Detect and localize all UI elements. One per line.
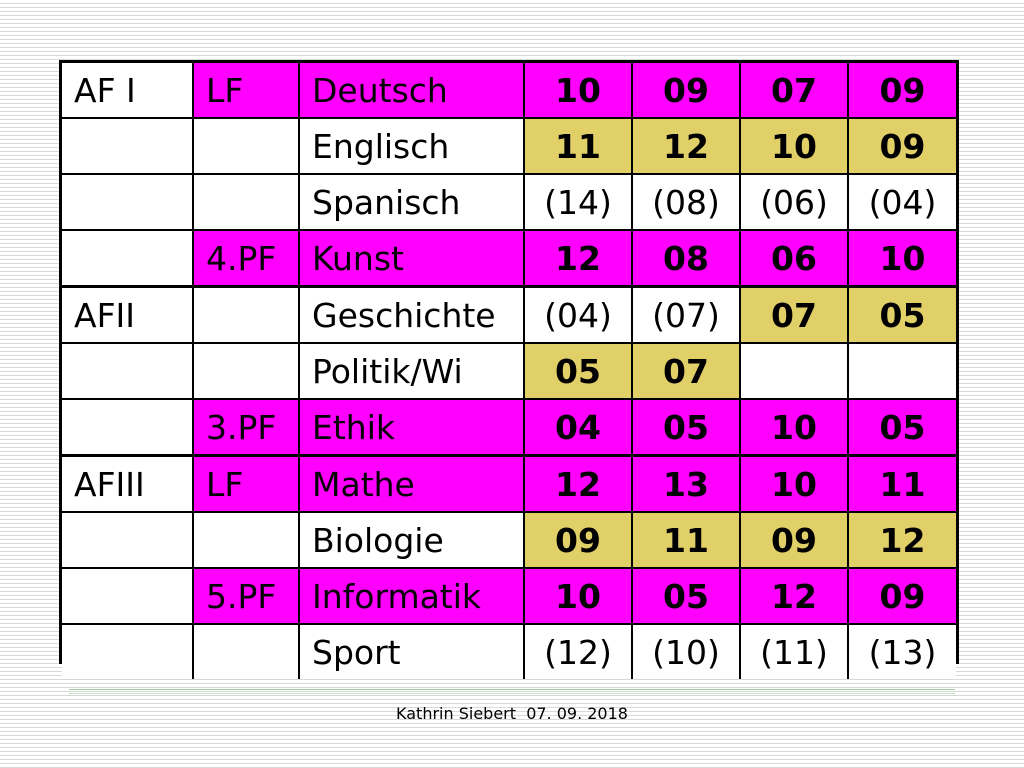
grade-cell: 07: [739, 63, 849, 119]
grade-cell: (04): [523, 285, 633, 344]
grades-table-container: AF I LF Deutsch 10 09 07 09 Englisch 11 12 10 09 Spa…: [59, 60, 959, 679]
area-cell: AF I: [62, 63, 194, 119]
level-cell: [192, 342, 300, 400]
area-cell: [62, 117, 194, 175]
table-row: Spanisch (14) (08) (06) (04): [62, 173, 956, 231]
grade-cell: (13): [847, 623, 956, 679]
grade-cell: 12: [523, 454, 633, 513]
grade-cell: [847, 342, 956, 400]
grade-cell: (04): [847, 173, 956, 231]
grade-cell: 12: [847, 511, 956, 569]
area-cell: [62, 173, 194, 231]
table-row: 4.PF Kunst 12 08 06 10: [62, 229, 956, 288]
table-row: Sport (12) (10) (11) (13): [62, 623, 956, 679]
grade-cell: 10: [847, 229, 956, 288]
subject-cell: Sport: [298, 623, 525, 679]
subject-cell: Mathe: [298, 454, 525, 513]
grade-cell: 11: [523, 117, 633, 175]
grade-cell: (12): [523, 623, 633, 679]
area-cell: [62, 342, 194, 400]
grade-cell: 10: [523, 63, 633, 119]
footer: Kathrin Siebert 07. 09. 2018: [0, 704, 1024, 723]
grade-cell: 10: [739, 398, 849, 457]
grade-cell: 08: [631, 229, 741, 288]
grade-cell: 12: [739, 567, 849, 625]
level-cell: 3.PF: [192, 398, 300, 457]
grade-cell: 05: [847, 398, 956, 457]
level-cell: [192, 173, 300, 231]
level-cell: [192, 285, 300, 344]
grade-cell: 10: [739, 117, 849, 175]
level-cell: [192, 511, 300, 569]
subject-cell: Geschichte: [298, 285, 525, 344]
grade-cell: (07): [631, 285, 741, 344]
table-row: AFII Geschichte (04) (07) 07 05: [62, 285, 956, 344]
table-row: Englisch 11 12 10 09: [62, 117, 956, 175]
subject-cell: Kunst: [298, 229, 525, 288]
grade-cell: 13: [631, 454, 741, 513]
grade-cell: 04: [523, 398, 633, 457]
grade-cell: 11: [847, 454, 956, 513]
grade-cell: 09: [631, 63, 741, 119]
grade-cell: 09: [523, 511, 633, 569]
grade-cell: 10: [739, 454, 849, 513]
area-cell: [62, 398, 194, 457]
footer-divider: [69, 689, 955, 694]
footer-author: Kathrin Siebert: [396, 704, 517, 723]
subject-cell: Deutsch: [298, 63, 525, 119]
level-cell: [192, 623, 300, 679]
table-row: 5.PF Informatik 10 05 12 09: [62, 567, 956, 625]
table-row: AFIII LF Mathe 12 13 10 11: [62, 454, 956, 513]
grade-cell: [739, 342, 849, 400]
grade-cell: 11: [631, 511, 741, 569]
level-cell: 4.PF: [192, 229, 300, 288]
grade-cell: 07: [631, 342, 741, 400]
subject-cell: Informatik: [298, 567, 525, 625]
level-cell: LF: [192, 454, 300, 513]
grade-cell: 05: [631, 398, 741, 457]
area-cell: [62, 567, 194, 625]
grade-cell: (06): [739, 173, 849, 231]
grade-cell: 05: [523, 342, 633, 400]
grade-cell: (14): [523, 173, 633, 231]
grade-cell: (11): [739, 623, 849, 679]
subject-cell: Spanisch: [298, 173, 525, 231]
grades-table-body: AF I LF Deutsch 10 09 07 09 Englisch 11 12 10 09 Spa…: [62, 63, 956, 679]
table-row: Biologie 09 11 09 12: [62, 511, 956, 569]
grade-cell: 09: [739, 511, 849, 569]
level-cell: 5.PF: [192, 567, 300, 625]
grade-cell: 07: [739, 285, 849, 344]
grade-cell: (08): [631, 173, 741, 231]
grades-table: AF I LF Deutsch 10 09 07 09 Englisch 11 12 10 09 Spa…: [62, 63, 956, 679]
table-row: Politik/Wi 05 07: [62, 342, 956, 400]
grade-cell: 12: [631, 117, 741, 175]
level-cell: LF: [192, 63, 300, 119]
grade-cell: (10): [631, 623, 741, 679]
grade-cell: 06: [739, 229, 849, 288]
footer-date: 07. 09. 2018: [526, 704, 628, 723]
subject-cell: Politik/Wi: [298, 342, 525, 400]
grade-cell: 12: [523, 229, 633, 288]
grade-cell: 05: [631, 567, 741, 625]
table-row: 3.PF Ethik 04 05 10 05: [62, 398, 956, 457]
level-cell: [192, 117, 300, 175]
grade-cell: 09: [847, 63, 956, 119]
area-cell: AFIII: [62, 454, 194, 513]
grade-cell: 05: [847, 285, 956, 344]
table-row: AF I LF Deutsch 10 09 07 09: [62, 63, 956, 119]
grade-cell: 09: [847, 567, 956, 625]
subject-cell: Englisch: [298, 117, 525, 175]
subject-cell: Biologie: [298, 511, 525, 569]
area-cell: [62, 623, 194, 679]
grade-cell: 10: [523, 567, 633, 625]
subject-cell: Ethik: [298, 398, 525, 457]
area-cell: AFII: [62, 285, 194, 344]
area-cell: [62, 229, 194, 288]
grade-cell: 09: [847, 117, 956, 175]
area-cell: [62, 511, 194, 569]
